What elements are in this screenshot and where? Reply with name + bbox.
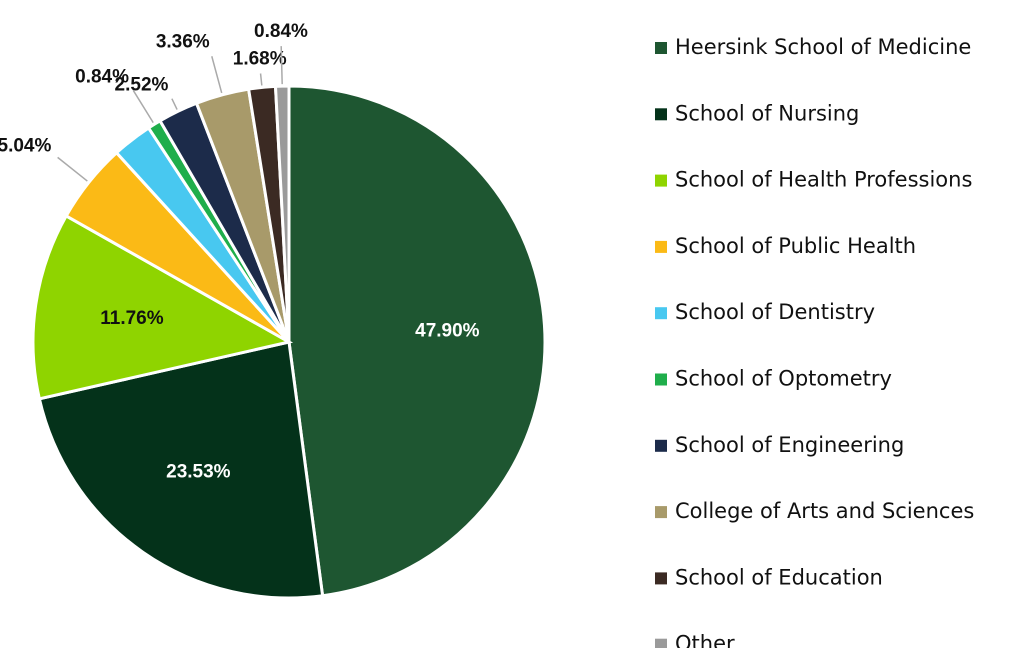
legend-label: Other bbox=[675, 632, 735, 648]
legend-swatch bbox=[655, 108, 667, 121]
legend-label: School of Optometry bbox=[675, 367, 892, 391]
legend-label: School of Engineering bbox=[675, 433, 904, 457]
data-label: 1.68% bbox=[233, 49, 287, 70]
leader-line bbox=[280, 46, 283, 85]
legend-swatch bbox=[655, 572, 667, 585]
leader-line bbox=[211, 56, 223, 94]
data-label: 3.36% bbox=[156, 32, 210, 53]
leader-line bbox=[259, 73, 263, 86]
pie-slice bbox=[31, 213, 294, 401]
leader-line bbox=[171, 98, 178, 110]
leader-line bbox=[132, 89, 154, 124]
data-label: 2.52% bbox=[115, 75, 169, 96]
legend-swatch bbox=[655, 307, 667, 320]
data-label: 5.04% bbox=[0, 135, 51, 156]
legend-label: Heersink School of Medicine bbox=[675, 35, 971, 59]
leader-line bbox=[57, 156, 88, 182]
data-label: 11.76% bbox=[100, 308, 163, 329]
legend-label: School of Health Professions bbox=[675, 168, 972, 192]
pie-slice bbox=[287, 84, 547, 598]
legend-swatch bbox=[655, 638, 667, 648]
data-label: 0.84% bbox=[254, 21, 308, 42]
data-label: 47.90% bbox=[415, 321, 480, 342]
legend-swatch bbox=[655, 240, 667, 253]
legend-swatch bbox=[655, 439, 667, 452]
legend-swatch bbox=[655, 373, 667, 386]
legend-label: School of Dentistry bbox=[675, 300, 875, 324]
legend-label: College of Arts and Sciences bbox=[675, 499, 974, 523]
data-label: 23.53% bbox=[166, 461, 231, 482]
pie-slice bbox=[37, 340, 325, 600]
legend-label: School of Nursing bbox=[675, 101, 859, 125]
legend-swatch bbox=[655, 506, 667, 519]
legend-swatch bbox=[655, 174, 667, 187]
data-label: 0.84% bbox=[75, 67, 129, 88]
pie-slice bbox=[273, 84, 291, 343]
legend-label: School of Education bbox=[675, 565, 883, 589]
legend-label: School of Public Health bbox=[675, 234, 916, 258]
legend-swatch bbox=[655, 42, 667, 54]
